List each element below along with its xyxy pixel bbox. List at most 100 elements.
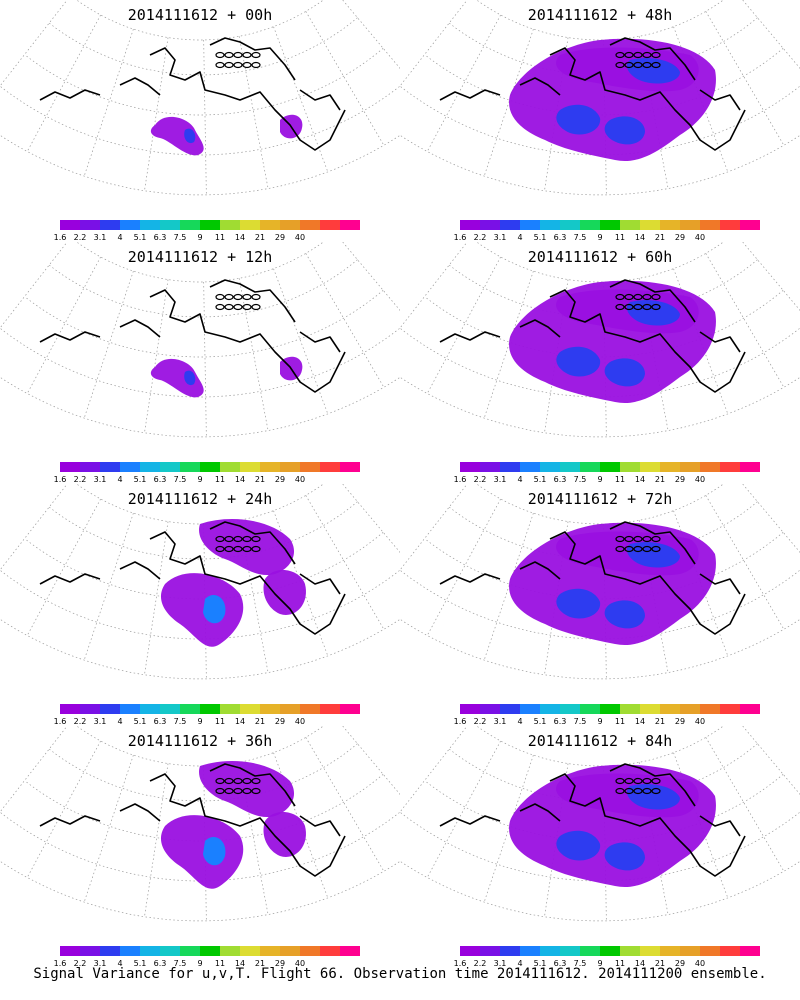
island: [233, 545, 243, 553]
meridian-line: [203, 281, 207, 437]
variance-core: [626, 542, 680, 568]
colorbar-tick-label: 21: [654, 233, 666, 242]
colorbar-swatch: [460, 704, 480, 714]
map-plot: [0, 0, 400, 196]
colorbar-swatch: [700, 946, 720, 956]
island: [615, 51, 625, 59]
meridian-line: [0, 726, 68, 813]
colorbar-swatch: [480, 462, 500, 472]
colorbar-tick-label: 6.3: [553, 233, 567, 242]
colorbar-tick-label: 40: [694, 717, 706, 726]
coastline: [209, 763, 296, 807]
meridian-line: [238, 762, 269, 915]
island: [233, 51, 243, 59]
coastline: [549, 531, 746, 635]
coastline: [39, 573, 101, 585]
coastline: [299, 331, 341, 353]
map-panel: 2014111612 + 36h 1.6 2.2 3.1 4 5.1 6.3 7.5 9 11 14…: [0, 726, 400, 974]
colorbar: [460, 220, 760, 230]
colorbar-swatch: [640, 704, 660, 714]
colorbar-swatch: [200, 704, 220, 714]
island: [251, 787, 261, 795]
colorbar-swatch: [580, 704, 600, 714]
colorbar-swatch: [280, 704, 300, 714]
panel-title: 2014111612 + 00h: [127, 6, 273, 24]
island: [624, 545, 634, 553]
island: [224, 535, 234, 543]
colorbar-tick-label: 9: [197, 233, 203, 242]
meridian-line: [426, 740, 501, 878]
colorbar: [460, 946, 760, 956]
variance-core: [556, 104, 601, 135]
colorbar-tick-label: 2.2: [73, 717, 87, 726]
colorbar-swatch: [500, 462, 520, 472]
island: [224, 777, 234, 785]
coastline: [549, 289, 746, 393]
map-plot: [400, 726, 800, 922]
island: [215, 293, 225, 301]
colorbar-tick-label: 29: [674, 233, 686, 242]
colorbar-swatch: [340, 704, 360, 714]
colorbar-tick-label: 1.6: [453, 475, 467, 484]
island: [224, 61, 234, 69]
coastline: [549, 773, 746, 877]
colorbar-tick-label: 4: [117, 959, 123, 968]
colorbar-tick-label: 29: [274, 959, 286, 968]
colorbar-tick-label: 14: [634, 233, 646, 242]
island: [651, 777, 661, 785]
colorbar-tick-label: 1.6: [453, 717, 467, 726]
island: [224, 303, 234, 311]
colorbar-swatch: [100, 704, 120, 714]
colorbar-tick-label: 40: [294, 717, 306, 726]
meridian-line: [238, 36, 269, 189]
colorbar-tick-label: 5.1: [133, 233, 147, 242]
meridian-line: [83, 29, 134, 177]
island: [224, 787, 234, 795]
latitude-line: [424, 532, 784, 600]
meridian-line: [705, 11, 785, 146]
colorbar-tick-label: 7.5: [573, 717, 587, 726]
colorbar: [460, 462, 760, 472]
coastline: [149, 289, 346, 393]
island: [651, 51, 661, 59]
colorbar-tick-label: 6.3: [153, 959, 167, 968]
colorbar-tick-label: 21: [254, 233, 266, 242]
colorbar-swatch: [180, 704, 200, 714]
colorbar-tick-label: 21: [654, 717, 666, 726]
colorbar-swatch: [320, 220, 340, 230]
island: [233, 787, 243, 795]
colorbar-tick-label: 5.1: [533, 717, 547, 726]
coastline: [209, 521, 296, 565]
colorbar-tick-label: 6.3: [553, 959, 567, 968]
colorbar-swatch: [700, 704, 720, 714]
colorbar-swatch: [620, 220, 640, 230]
map-panel: 2014111612 + 72h 1.6 2.2 3.1 4 5.1 6.3 7.5 9 11 14…: [400, 484, 800, 732]
colorbar-swatch: [460, 220, 480, 230]
island: [615, 303, 625, 311]
meridian-line: [705, 253, 785, 388]
colorbar-swatch: [640, 946, 660, 956]
meridian-line: [273, 268, 329, 415]
colorbar-swatch: [560, 220, 580, 230]
colorbar-tick-label: 6.3: [153, 233, 167, 242]
meridian-line: [705, 737, 785, 872]
colorbar-swatch: [740, 704, 760, 714]
colorbar-swatch: [680, 462, 700, 472]
colorbar-swatch: [520, 220, 540, 230]
coastline: [699, 815, 741, 837]
latitude-line: [476, 0, 724, 41]
colorbar-tick-label: 5.1: [133, 959, 147, 968]
coastline: [699, 89, 741, 111]
colorbar-tick-label: 5.1: [533, 959, 547, 968]
colorbar-tick-label: 9: [597, 717, 603, 726]
coastline: [609, 521, 696, 565]
colorbar-tick-label: 1.6: [53, 475, 67, 484]
coastline: [439, 89, 501, 101]
colorbar-tick-label: 1.6: [53, 959, 67, 968]
colorbar-tick-label: 3.1: [93, 233, 107, 242]
colorbar-tick-label: 1.6: [53, 717, 67, 726]
colorbar-swatch: [600, 462, 620, 472]
colorbar-swatch: [260, 462, 280, 472]
meridian-line: [0, 484, 68, 571]
meridian-line: [273, 26, 329, 173]
